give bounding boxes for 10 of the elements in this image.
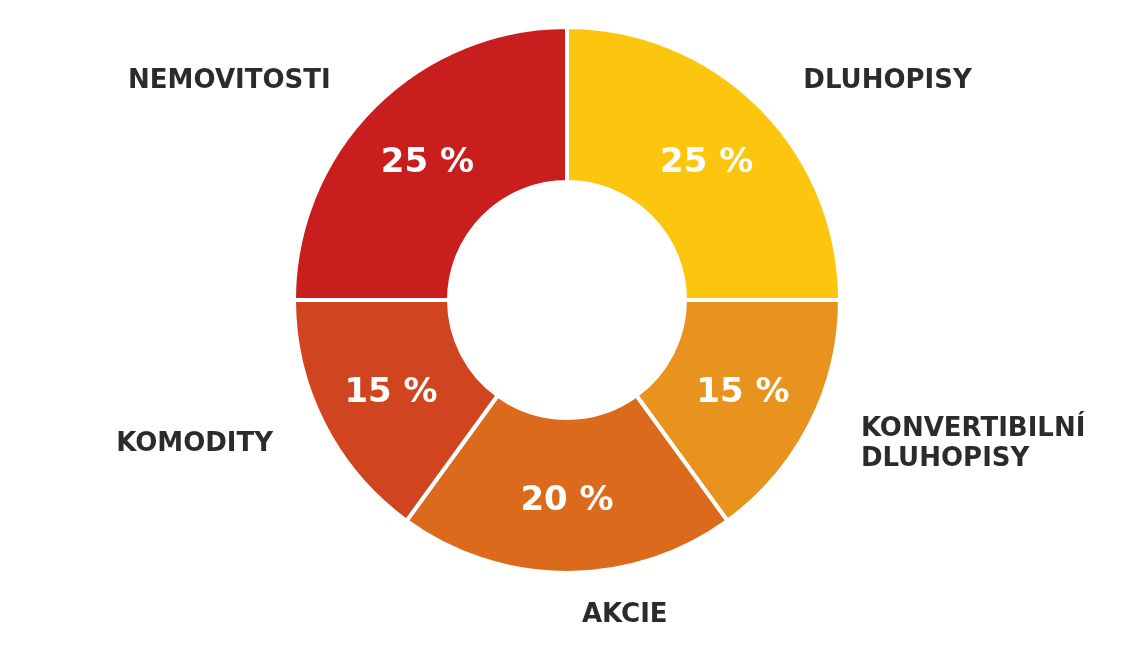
- data-label: 15 %: [696, 369, 790, 410]
- slice-label: AKCIE: [582, 598, 668, 628]
- data-label: 20 %: [520, 477, 614, 518]
- slice-label: NEMOVITOSTI: [128, 63, 331, 94]
- data-label: 15 %: [344, 369, 438, 410]
- slice-label: DLUHOPISY: [803, 63, 973, 94]
- data-label: 25 %: [660, 140, 754, 181]
- data-label: 25 %: [380, 140, 474, 181]
- slice-label: KONVERTIBILNÍ DLUHOPISY: [860, 411, 1095, 473]
- slice-label: KOMODITY: [116, 427, 275, 458]
